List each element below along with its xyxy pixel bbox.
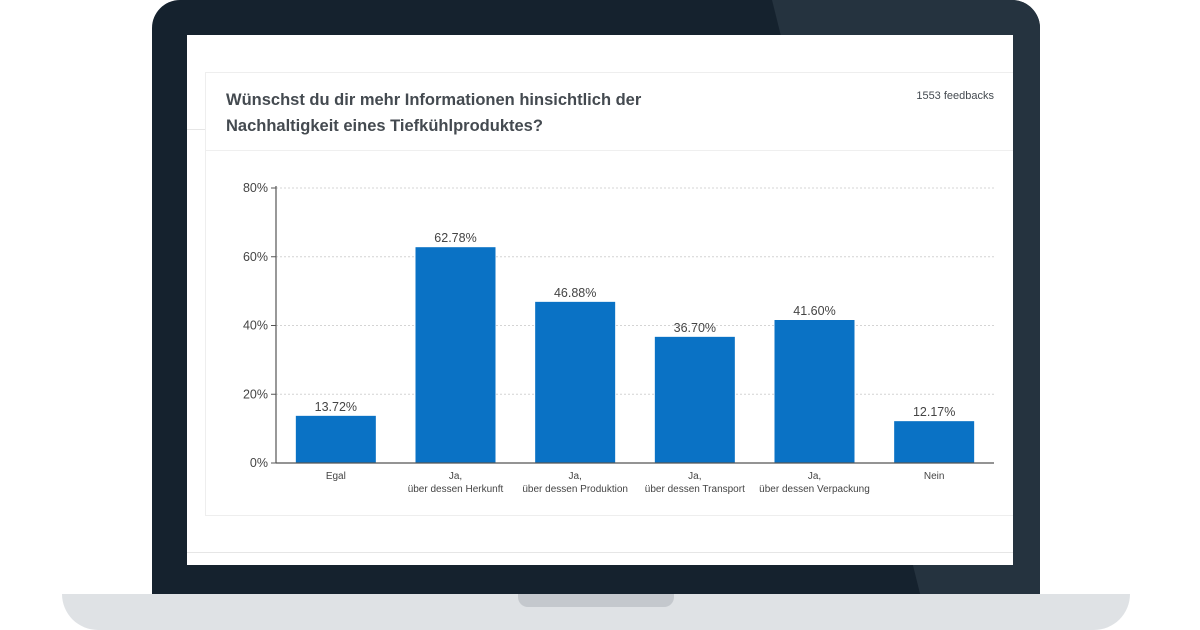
feedback-count: 1553 feedbacks <box>916 90 994 102</box>
y-tick-label: 0% <box>250 456 268 470</box>
bar <box>415 247 496 463</box>
x-tick-label: über dessen Herkunft <box>408 484 504 495</box>
x-tick-label: über dessen Verpackung <box>759 484 870 495</box>
card-header: Wünschst du dir mehr Informationen hinsi… <box>206 73 1013 151</box>
x-tick-label: Egal <box>326 471 346 482</box>
x-tick-label: Ja, <box>449 471 462 482</box>
data-label: 62.78% <box>434 231 476 245</box>
bar <box>535 301 616 463</box>
bar <box>654 336 735 463</box>
data-label: 46.88% <box>554 286 596 300</box>
x-tick-label: über dessen Transport <box>645 484 745 495</box>
bar <box>295 415 376 463</box>
divider <box>187 552 1013 553</box>
laptop-base-notch <box>518 594 674 607</box>
x-tick-label: über dessen Produktion <box>522 484 628 495</box>
laptop-screen: Wünschst du dir mehr Informationen hinsi… <box>187 35 1013 565</box>
data-label: 12.17% <box>913 405 955 419</box>
data-label: 13.72% <box>315 400 357 414</box>
survey-card: Wünschst du dir mehr Informationen hinsi… <box>205 72 1013 516</box>
data-label: 41.60% <box>793 304 835 318</box>
x-tick-label: Ja, <box>568 471 581 482</box>
question-title: Wünschst du dir mehr Informationen hinsi… <box>226 91 642 135</box>
bar-chart: 0% 20% 40% 60% 80% 13.72% Egal 62.78% Ja, über de… <box>243 181 994 495</box>
data-label: 36.70% <box>674 321 716 335</box>
bar <box>774 320 855 463</box>
x-tick-label: Ja, <box>808 471 821 482</box>
y-tick-label: 60% <box>243 250 268 264</box>
divider <box>187 129 205 130</box>
x-tick-label: Ja, <box>688 471 701 482</box>
x-tick-label: Nein <box>924 471 945 482</box>
y-tick-label: 80% <box>243 181 268 195</box>
y-tick-label: 20% <box>243 387 268 401</box>
y-tick-label: 40% <box>243 319 268 333</box>
bar <box>894 421 975 463</box>
